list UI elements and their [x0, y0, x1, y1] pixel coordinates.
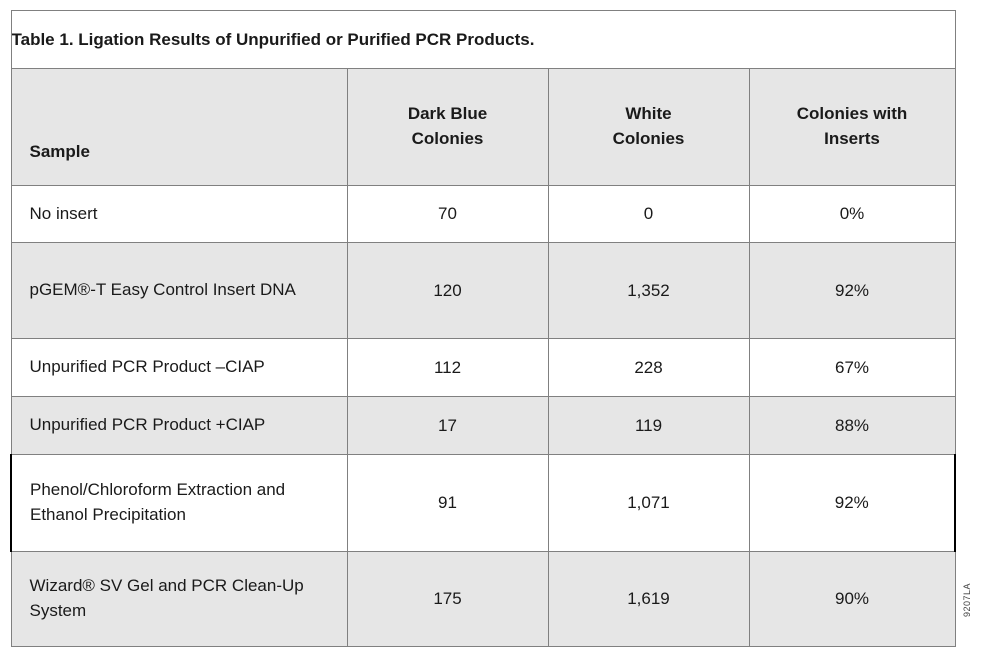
- dark-blue-colonies-cell: 120: [346, 242, 549, 339]
- sample-cell: pGEM®-T Easy Control Insert DNA: [10, 242, 348, 339]
- colonies-with-inserts-cell: 67%: [748, 338, 956, 397]
- table-header-row: Sample Dark Blue Colonies White Colonies…: [10, 68, 956, 186]
- colonies-with-inserts-cell: 92%: [748, 242, 956, 339]
- table-row: Unpurified PCR Product –CIAP 112 228 67%: [10, 338, 956, 397]
- table-title: Table 1. Ligation Results of Unpurified …: [10, 10, 956, 69]
- column-header-colonies-with-inserts: Colonies with Inserts: [748, 68, 956, 186]
- dark-blue-colonies-cell: 175: [346, 551, 549, 647]
- white-colonies-cell: 1,071: [547, 454, 750, 552]
- table-row: pGEM®-T Easy Control Insert DNA 120 1,35…: [10, 242, 956, 339]
- colonies-with-inserts-cell: 88%: [748, 396, 956, 455]
- sample-cell: No insert: [10, 185, 348, 243]
- dark-blue-colonies-cell: 112: [346, 338, 549, 397]
- white-colonies-cell: 1,619: [547, 551, 750, 647]
- sample-cell: Unpurified PCR Product –CIAP: [10, 338, 348, 397]
- column-header-white-colonies: White Colonies: [547, 68, 750, 186]
- sample-cell: Wizard® SV Gel and PCR Clean-Up System: [10, 551, 348, 647]
- white-colonies-cell: 0: [547, 185, 750, 243]
- white-colonies-cell: 119: [547, 396, 750, 455]
- white-colonies-cell: 1,352: [547, 242, 750, 339]
- colonies-with-inserts-cell: 0%: [748, 185, 956, 243]
- column-header-dark-blue-colonies: Dark Blue Colonies: [346, 68, 549, 186]
- dark-blue-colonies-cell: 91: [346, 454, 549, 552]
- table-row: Wizard® SV Gel and PCR Clean-Up System 1…: [10, 551, 956, 647]
- table-row: Unpurified PCR Product +CIAP 17 119 88%: [10, 396, 956, 455]
- figure-code-label: 9207LA: [962, 582, 973, 618]
- table-row: Phenol/Chloroform Extraction and Ethanol…: [10, 454, 957, 552]
- dark-blue-colonies-cell: 17: [346, 396, 549, 455]
- column-header-sample: Sample: [10, 68, 348, 186]
- sample-cell: Unpurified PCR Product +CIAP: [10, 396, 348, 455]
- sample-cell: Phenol/Chloroform Extraction and Ethanol…: [10, 454, 348, 552]
- colonies-with-inserts-cell: 92%: [748, 454, 957, 552]
- colonies-with-inserts-cell: 90%: [748, 551, 956, 647]
- ligation-results-table: Table 1. Ligation Results of Unpurified …: [10, 10, 957, 647]
- dark-blue-colonies-cell: 70: [346, 185, 549, 243]
- white-colonies-cell: 228: [547, 338, 750, 397]
- table-title-row: Table 1. Ligation Results of Unpurified …: [10, 10, 956, 69]
- table-row: No insert 70 0 0%: [10, 185, 956, 243]
